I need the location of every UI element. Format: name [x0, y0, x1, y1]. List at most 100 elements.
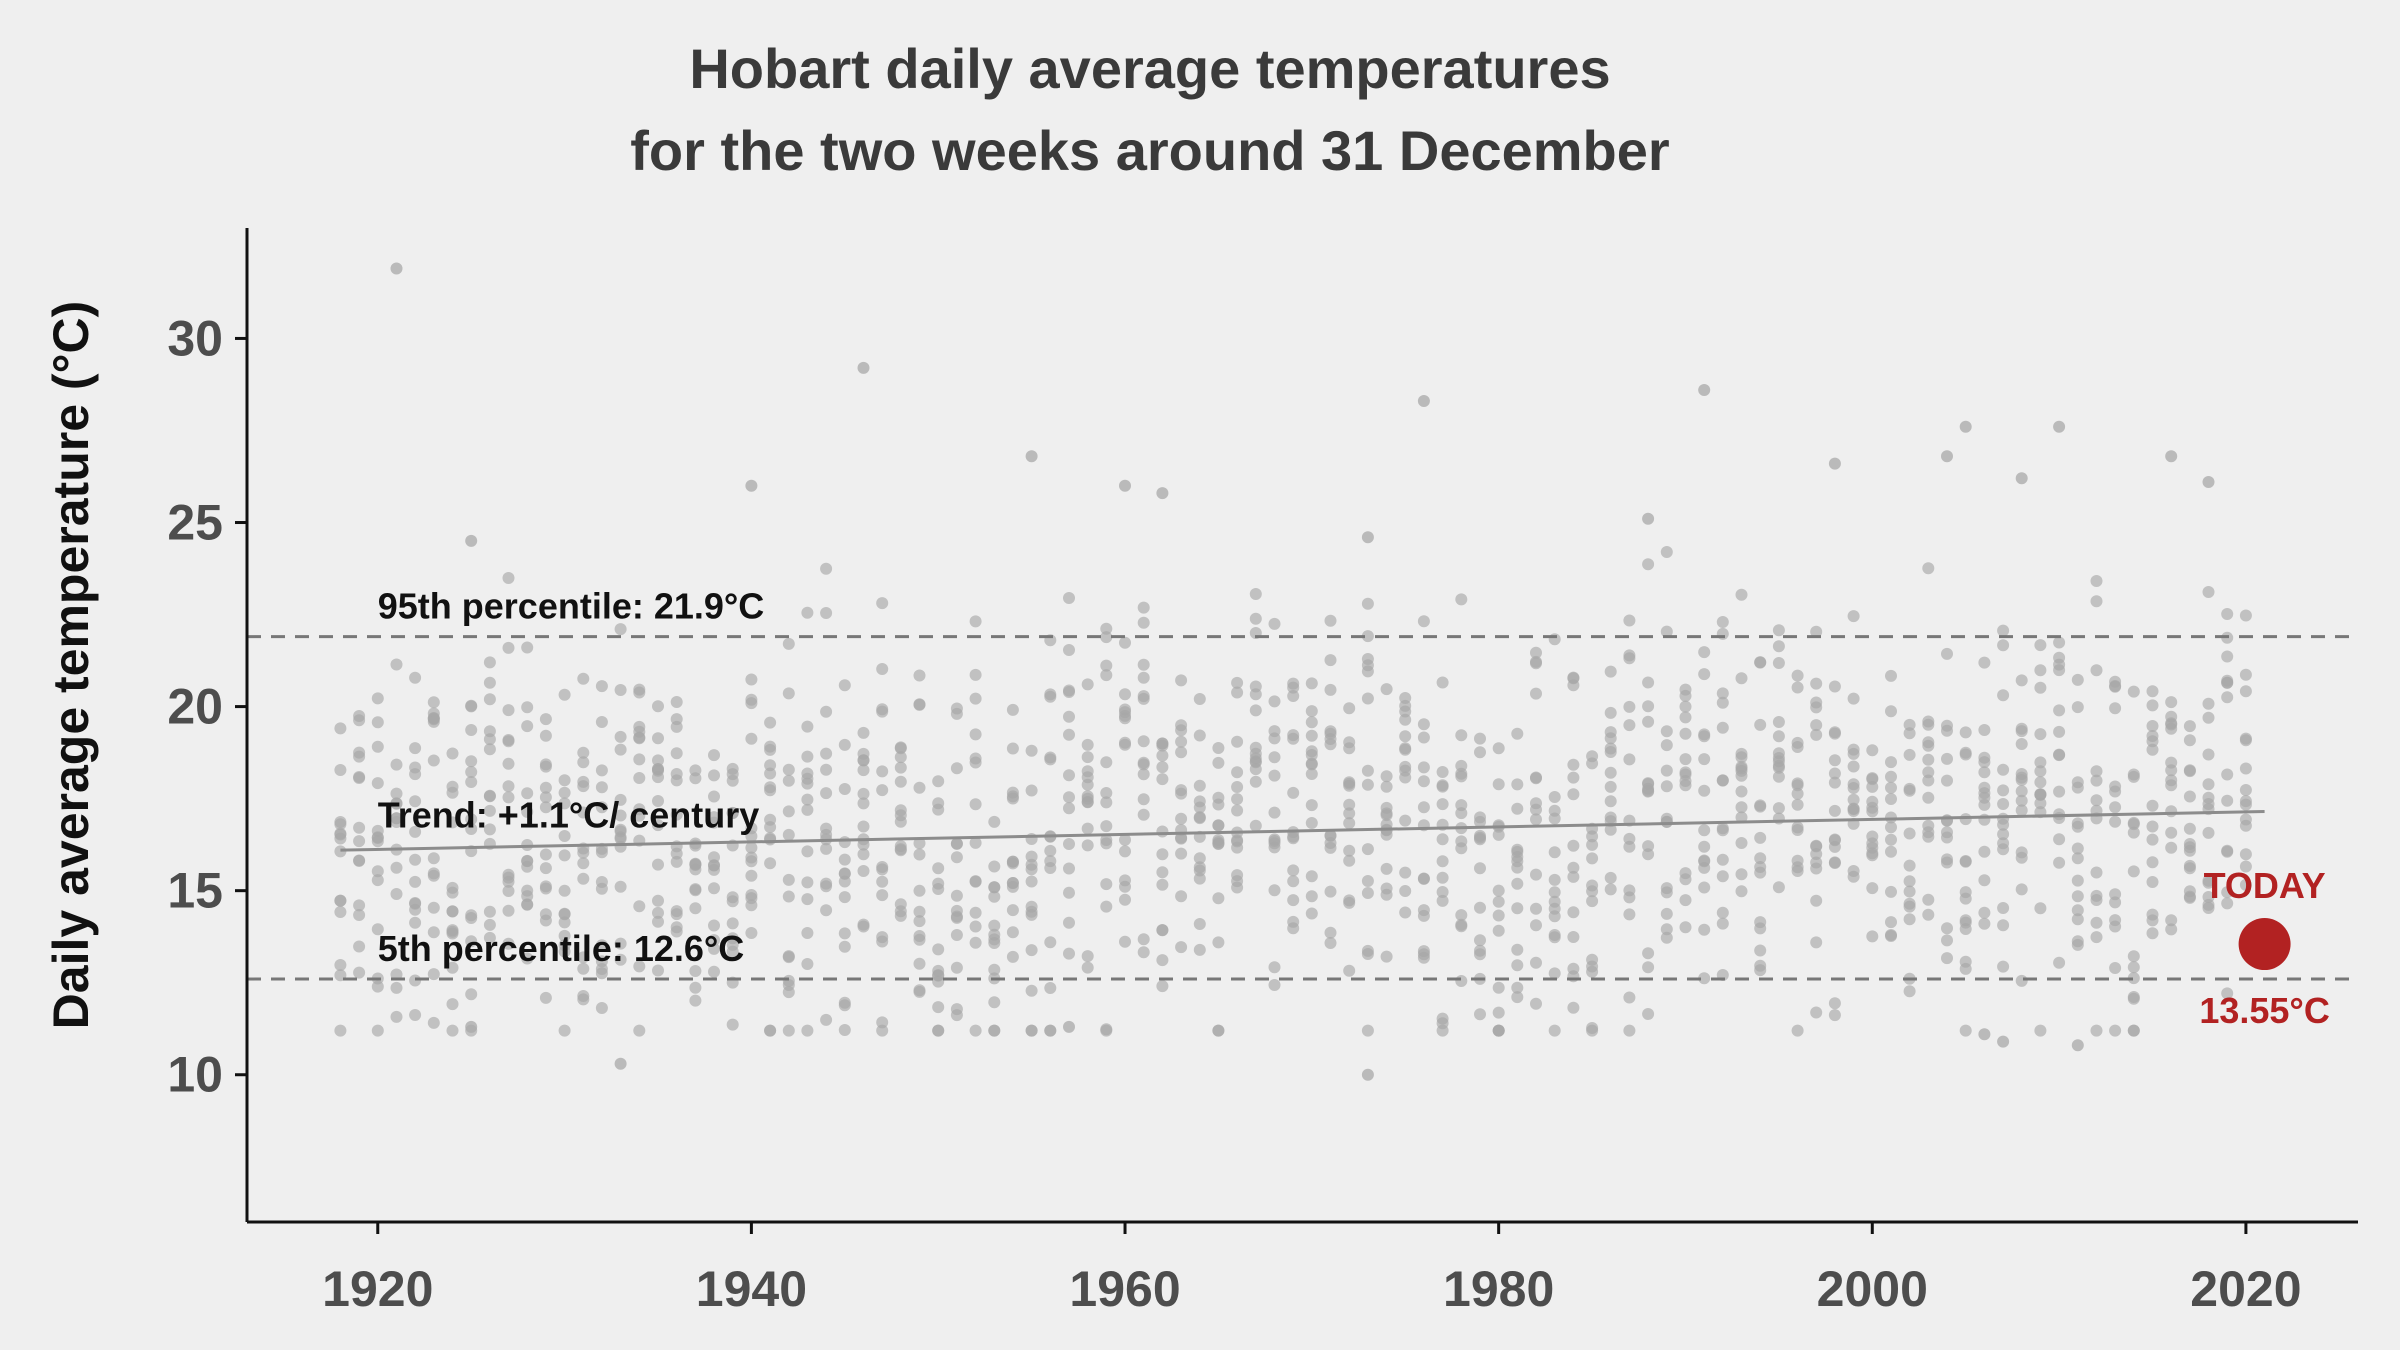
data-point: [670, 847, 683, 860]
data-point: [1231, 793, 1244, 806]
data-point: [876, 935, 889, 948]
data-point: [1959, 748, 1972, 761]
data-point: [1305, 870, 1318, 883]
data-point: [1716, 853, 1729, 866]
data-point: [1754, 866, 1767, 879]
data-point: [2053, 420, 2066, 433]
data-point: [1922, 819, 1935, 832]
data-point: [1511, 727, 1524, 740]
data-point: [1324, 926, 1337, 939]
data-point: [670, 720, 683, 733]
data-point: [1417, 395, 1430, 407]
data-point: [353, 909, 366, 921]
data-point: [427, 926, 440, 939]
data-point: [1324, 738, 1337, 751]
data-point: [913, 905, 926, 918]
data-point: [502, 757, 515, 770]
data-point: [1997, 919, 2010, 932]
data-point: [1137, 735, 1150, 748]
data-point: [745, 927, 758, 939]
data-point: [1137, 933, 1150, 946]
data-point: [1735, 837, 1748, 849]
data-point: [782, 774, 795, 787]
data-point: [1959, 914, 1972, 927]
data-point: [857, 726, 870, 739]
y-tick-label: 30: [167, 310, 223, 366]
trend-line: [340, 810, 2265, 852]
data-point: [1025, 908, 1038, 921]
data-point: [2071, 781, 2084, 794]
data-point: [708, 859, 720, 872]
data-point: [1474, 815, 1486, 828]
data-point: [539, 880, 552, 893]
data-point: [820, 747, 833, 760]
data-point: [1642, 947, 1655, 960]
data-point: [502, 937, 515, 950]
data-point: [2165, 774, 2178, 787]
today-marker-group: TODAY 13.55°C: [2199, 865, 2329, 1031]
data-point: [2239, 798, 2252, 811]
data-point: [1586, 852, 1599, 865]
data-point: [1399, 814, 1412, 827]
x-tick-label: 1960: [1069, 1261, 1180, 1317]
data-point: [1660, 815, 1673, 828]
data-point: [1455, 593, 1468, 606]
data-point: [595, 801, 608, 814]
data-point: [1698, 881, 1711, 894]
data-point: [670, 808, 683, 821]
data-point: [390, 658, 403, 671]
data-point: [1081, 738, 1094, 751]
data-point: [708, 816, 720, 829]
data-point: [1959, 1024, 1972, 1037]
data-point: [1828, 457, 1841, 470]
data-point: [969, 668, 982, 681]
today-value-label: 13.55°C: [2199, 990, 2329, 1031]
data-point: [1791, 787, 1804, 800]
data-point: [2165, 826, 2178, 839]
today-label: TODAY: [2204, 865, 2326, 906]
data-point: [1175, 941, 1188, 954]
data-point: [1268, 751, 1281, 764]
data-point: [2221, 768, 2234, 781]
data-point: [1380, 683, 1393, 696]
data-point: [1417, 718, 1430, 731]
data-point: [1698, 668, 1711, 681]
data-point: [1287, 786, 1300, 799]
data-point: [1623, 908, 1636, 921]
data-point: [1175, 847, 1188, 860]
trend-label: Trend: +1.1°C/ century: [378, 794, 760, 835]
data-point: [1548, 902, 1561, 915]
data-point: [1081, 950, 1094, 963]
data-point: [708, 965, 720, 978]
data-point: [913, 957, 926, 970]
data-point: [932, 943, 945, 956]
data-point: [988, 996, 1001, 1009]
data-point: [353, 750, 366, 763]
data-point: [1997, 812, 2010, 825]
data-point: [1941, 647, 1953, 660]
data-point: [353, 771, 366, 783]
data-point: [614, 684, 627, 696]
data-point: [1530, 797, 1542, 810]
data-point: [427, 715, 440, 728]
data-point: [465, 700, 478, 713]
data-point: [1530, 902, 1542, 915]
data-point: [1417, 904, 1430, 917]
data-point: [502, 734, 515, 746]
data-point: [969, 615, 982, 628]
data-point: [969, 692, 982, 705]
data-point: [465, 766, 478, 778]
data-point: [334, 959, 347, 971]
data-point: [1417, 801, 1430, 814]
data-point: [1119, 845, 1131, 858]
data-point: [1847, 793, 1860, 806]
data-point: [521, 805, 534, 818]
data-point: [1604, 665, 1617, 678]
data-point: [932, 1024, 945, 1037]
data-point: [371, 716, 384, 729]
data-point: [1922, 908, 1935, 921]
data-point: [446, 961, 459, 974]
data-point: [1941, 952, 1953, 965]
data-point: [838, 853, 851, 866]
data-point: [2109, 962, 2122, 974]
